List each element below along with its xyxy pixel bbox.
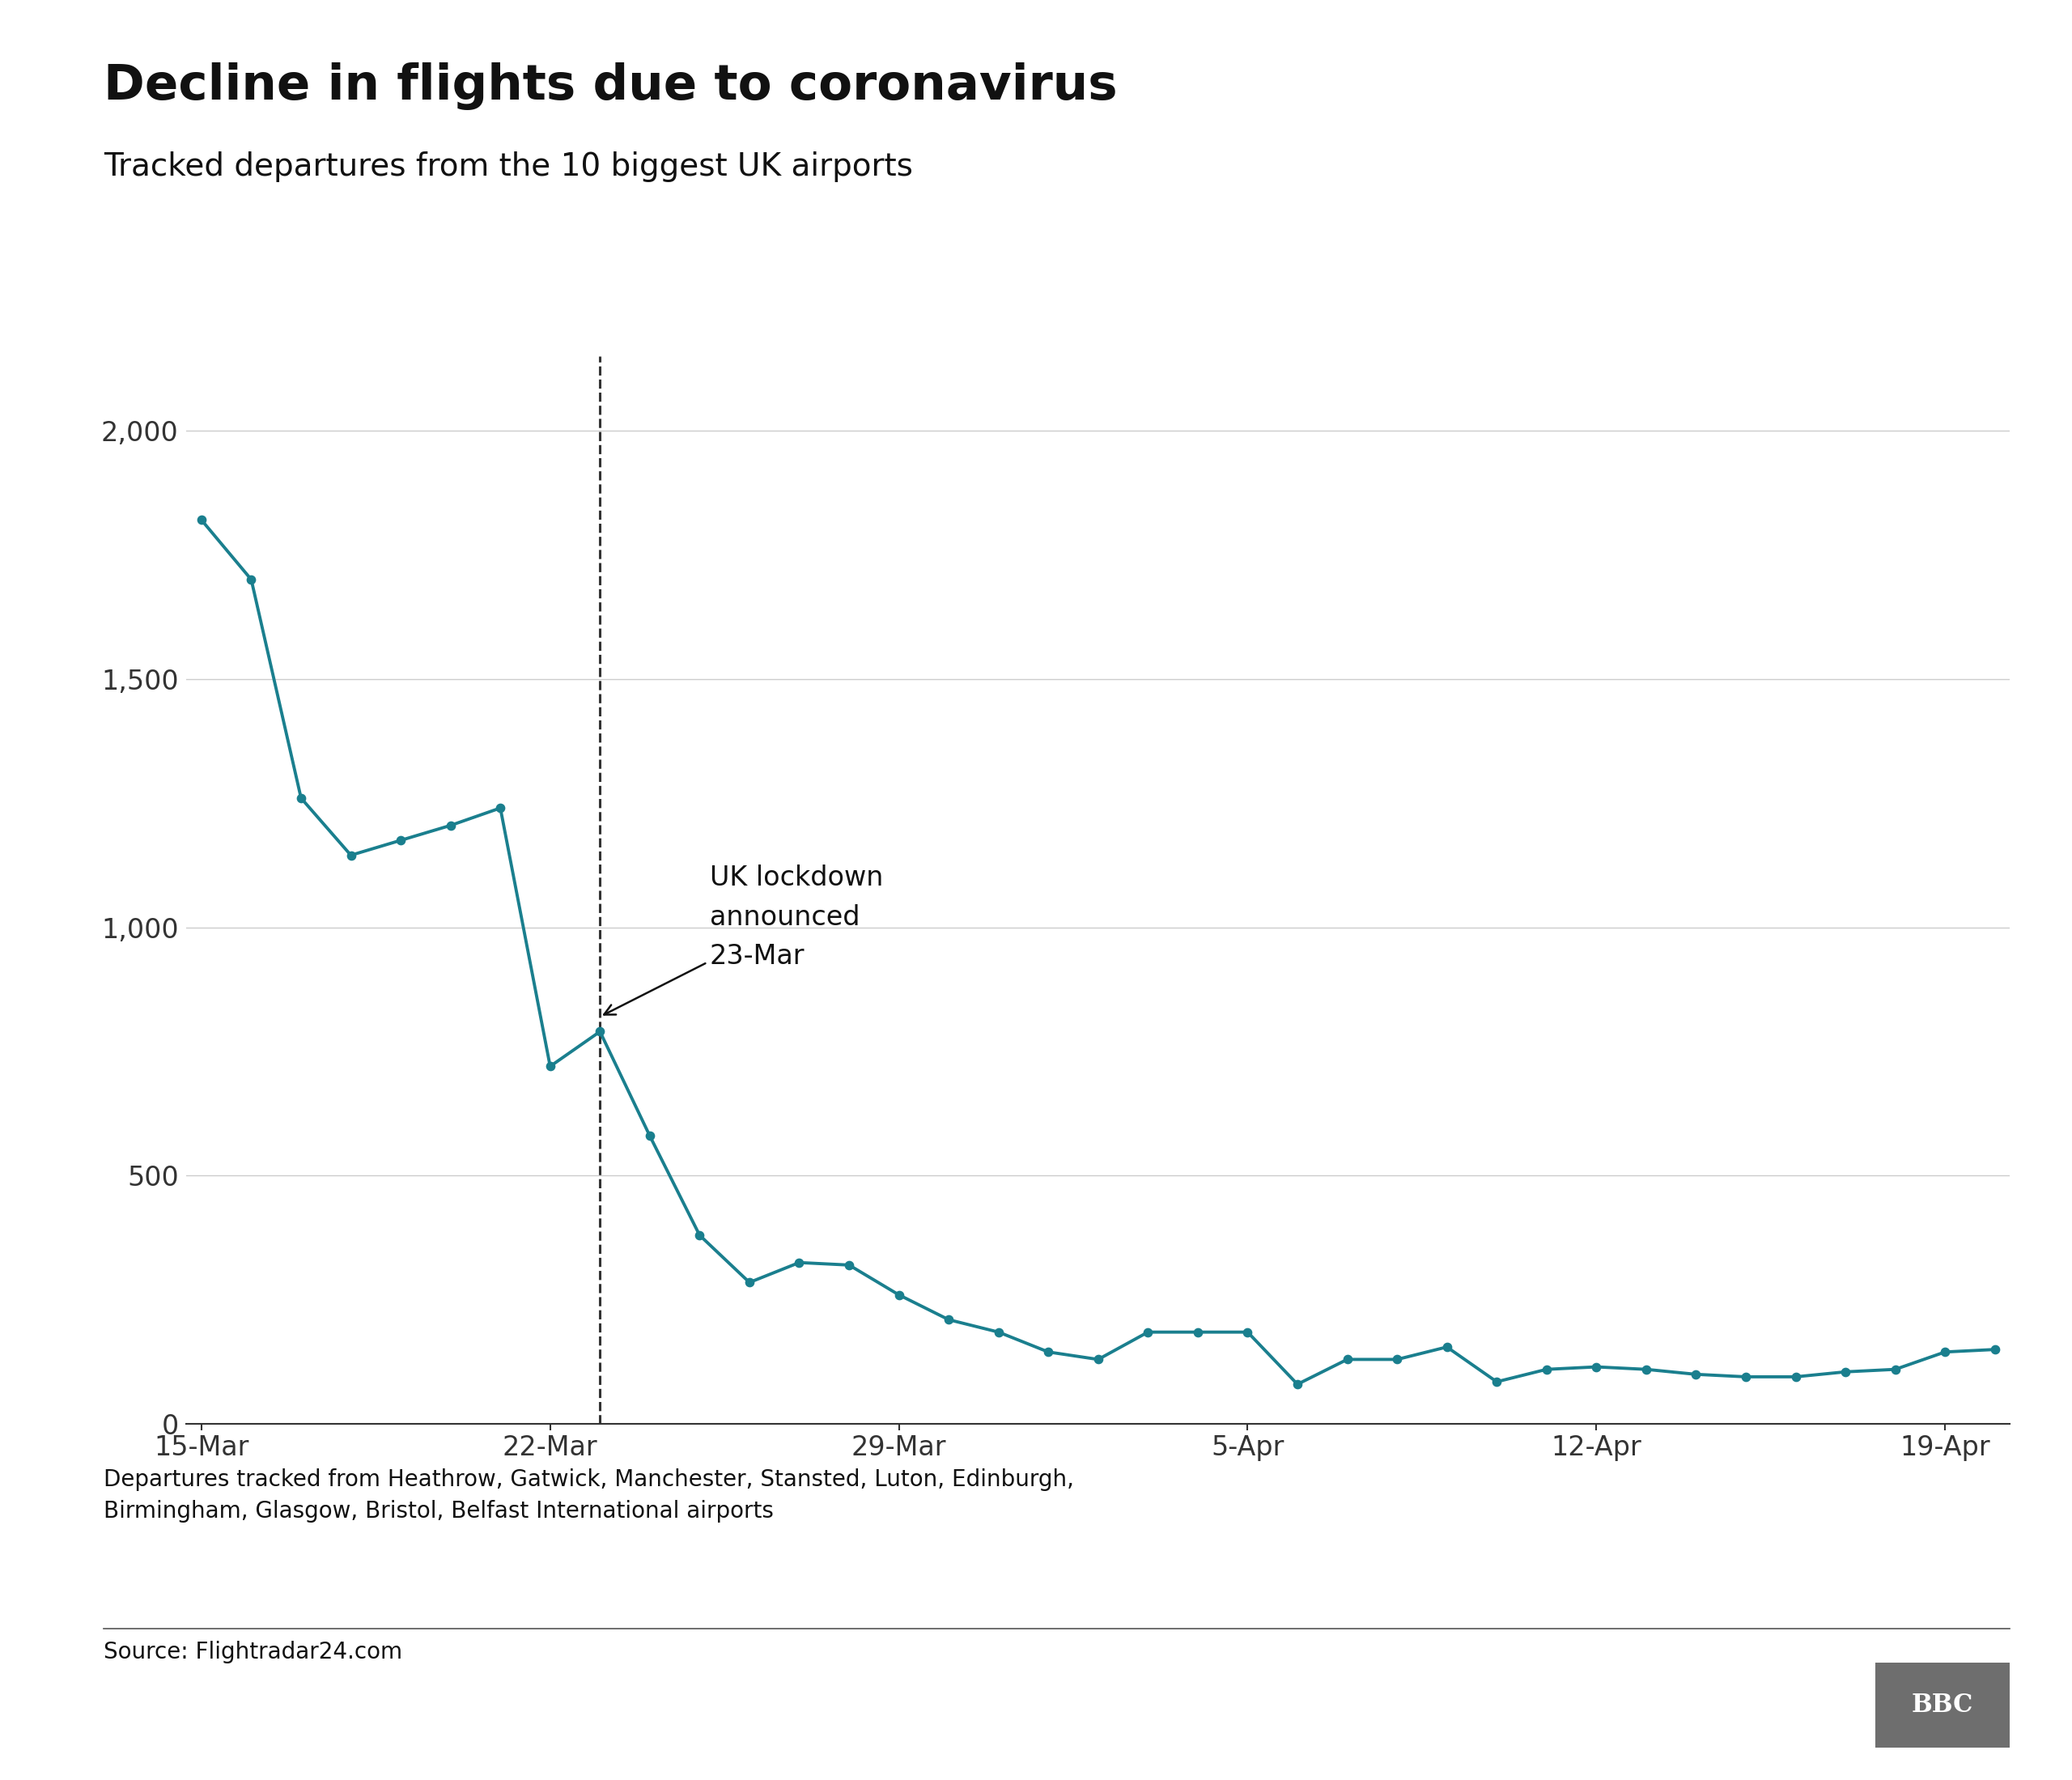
Point [1680,1360,1714,1388]
Point [1879,1355,1912,1383]
Point [334,840,367,869]
Point [1479,1367,1513,1396]
Point [1780,1362,1813,1390]
Text: Decline in flights due to coronavirus: Decline in flights due to coronavirus [104,62,1117,110]
Text: Departures tracked from Heathrow, Gatwick, Manchester, Stansted, Luton, Edinburg: Departures tracked from Heathrow, Gatwic… [104,1468,1073,1522]
Point [1979,1335,2012,1363]
Text: Source: Flightradar24.com: Source: Flightradar24.com [104,1641,402,1664]
Point [883,1280,916,1308]
Point [1181,1317,1214,1346]
Point [684,1221,717,1250]
Point [383,826,416,854]
Point [184,506,218,534]
Point [1231,1317,1264,1346]
Text: BBC: BBC [1912,1693,1973,1718]
Point [1330,1346,1363,1374]
Point [1380,1346,1413,1374]
Point [1082,1346,1115,1374]
Point [783,1248,816,1276]
Point [1929,1339,1962,1367]
Point [1730,1362,1763,1390]
Point [982,1317,1015,1346]
Point [584,1018,617,1047]
Point [1529,1355,1562,1383]
Point [483,794,516,822]
Point [833,1251,866,1280]
Point [733,1267,767,1296]
Point [634,1121,667,1150]
Text: UK lockdown
announced
23-Mar: UK lockdown announced 23-Mar [605,865,883,1015]
Point [284,783,317,812]
Text: Tracked departures from the 10 biggest UK airports: Tracked departures from the 10 biggest U… [104,151,914,182]
Point [433,812,466,840]
Point [1830,1358,1863,1387]
Point [932,1305,966,1333]
Point [1032,1339,1065,1367]
Point [1430,1333,1463,1362]
Point [535,1052,568,1080]
Point [1629,1355,1662,1383]
Point [234,566,267,595]
Point [1131,1317,1164,1346]
Point [1280,1371,1314,1399]
Point [1579,1353,1612,1381]
